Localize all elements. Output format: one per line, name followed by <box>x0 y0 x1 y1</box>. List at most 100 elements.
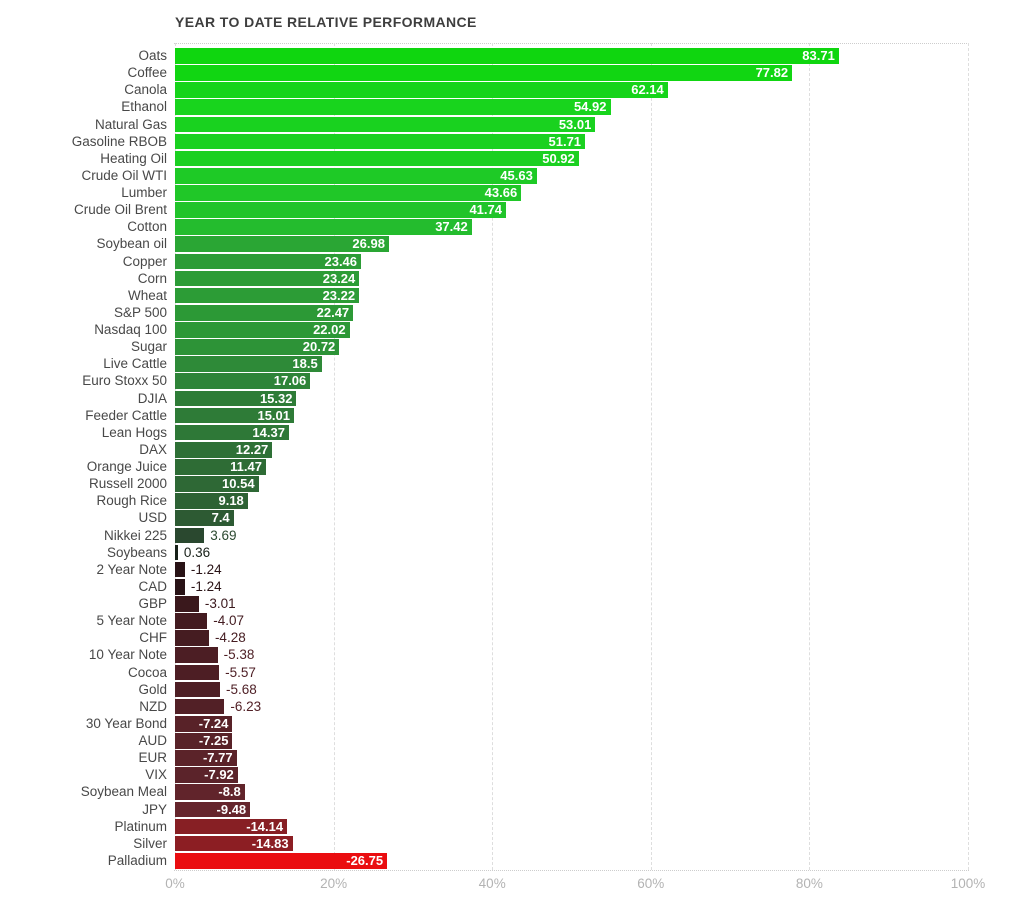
bar <box>175 527 205 544</box>
bar-value: -7.25 <box>198 733 229 748</box>
bar-value: -7.92 <box>204 767 234 783</box>
bar-value: 15.32 <box>259 390 293 406</box>
category-label: CHF <box>139 630 167 646</box>
chart-title: YEAR TO DATE RELATIVE PERFORMANCE <box>175 14 477 30</box>
x-axis-tick-label: 0% <box>165 876 185 891</box>
category-label: Cotton <box>127 219 167 235</box>
bar-value: 50.92 <box>542 150 575 166</box>
bar-value: 20.72 <box>302 339 336 355</box>
category-label: DAX <box>139 441 167 457</box>
category-label: Palladium <box>107 852 167 868</box>
bar: -7.25 <box>175 733 233 749</box>
category-label: NZD <box>139 698 167 714</box>
bar-value: -14.14 <box>246 818 284 834</box>
category-label: Rough Rice <box>96 493 167 509</box>
category-label: AUD <box>138 733 167 748</box>
bar <box>175 578 185 595</box>
gridline <box>650 43 652 870</box>
category-label: Orange Juice <box>86 459 167 474</box>
bar: -7.92 <box>175 767 238 783</box>
category-label: Crude Oil WTI <box>81 167 167 183</box>
bar-value: 22.47 <box>316 304 350 320</box>
plot-top-border <box>174 43 969 44</box>
bar-value: 41.74 <box>469 202 502 218</box>
x-axis-tick-label: 40% <box>478 876 506 891</box>
bar-value: 43.66 <box>484 185 518 200</box>
bar-value: -7.77 <box>202 750 233 766</box>
bar: 15.01 <box>175 407 295 424</box>
bar <box>175 664 220 681</box>
bar-value: -9.48 <box>216 801 247 817</box>
bar: 20.72 <box>175 339 340 355</box>
category-label: CAD <box>138 578 167 594</box>
category-label: Gasoline RBOB <box>71 133 167 149</box>
category-label: Lean Hogs <box>101 424 167 440</box>
bar-value: 51.71 <box>548 133 582 149</box>
category-label: Nikkei 225 <box>103 527 167 543</box>
bar-value: 17.06 <box>273 373 307 389</box>
bar <box>175 596 199 612</box>
bar-value: 54.92 <box>573 99 607 115</box>
bar-value: 23.46 <box>324 253 358 269</box>
bar: 14.37 <box>175 424 289 441</box>
bar-value: 23.24 <box>322 270 356 286</box>
bar: 41.74 <box>175 202 506 218</box>
bar: -7.77 <box>175 750 237 766</box>
category-label: 5 Year Note <box>96 613 167 629</box>
bar: 23.22 <box>175 287 360 304</box>
bar <box>175 681 221 698</box>
bar-value: 83.71 <box>802 48 835 63</box>
bar <box>175 561 185 578</box>
category-label: 2 Year Note <box>96 561 167 577</box>
bar-value: -4.28 <box>214 630 246 646</box>
bar: 43.66 <box>175 185 522 201</box>
bar-value: 45.63 <box>500 167 533 183</box>
plot-bottom-border <box>174 870 969 871</box>
bar: 53.01 <box>175 116 596 133</box>
category-label: VIX <box>145 767 167 783</box>
category-label: Lumber <box>121 185 167 200</box>
bar: -14.83 <box>175 835 293 852</box>
bar-value: -5.38 <box>223 647 255 663</box>
category-label: Coffee <box>127 65 167 81</box>
bar: 17.06 <box>175 373 311 389</box>
bar: 83.71 <box>175 48 839 64</box>
bar-value: 53.01 <box>558 116 592 132</box>
bar-value: 26.98 <box>352 236 385 252</box>
bar-value: 22.02 <box>313 322 346 337</box>
bar-value: 3.69 <box>210 527 237 543</box>
x-axis-tick-label: 60% <box>637 876 665 891</box>
bar-value: -6.23 <box>230 698 262 714</box>
category-label: Euro Stoxx 50 <box>82 373 167 389</box>
category-label: Nasdaq 100 <box>94 322 167 337</box>
bar-value: 9.18 <box>218 493 244 509</box>
bar: 50.92 <box>175 150 579 167</box>
category-label: Gold <box>138 681 167 697</box>
bar: -26.75 <box>175 852 388 869</box>
bar <box>175 647 218 663</box>
bar-value: 37.42 <box>435 219 468 235</box>
bar: 23.46 <box>175 253 362 270</box>
bar: 11.47 <box>175 459 266 475</box>
category-label: Live Cattle <box>103 356 167 372</box>
category-label: S&P 500 <box>113 304 167 320</box>
category-label: Corn <box>137 270 167 286</box>
bar: -8.8 <box>175 784 245 800</box>
bar <box>175 544 178 561</box>
bar: -14.14 <box>175 818 288 835</box>
bar <box>175 630 209 646</box>
bar-value: 62.14 <box>631 82 664 98</box>
bar-value: 18.5 <box>292 356 318 372</box>
category-label: 10 Year Note <box>88 647 167 663</box>
x-axis-tick-label: 80% <box>795 876 823 891</box>
bar-value: 23.22 <box>322 287 356 303</box>
bar-value: 7.4 <box>211 510 230 526</box>
category-label: Silver <box>133 835 167 851</box>
bar: 9.18 <box>175 493 248 509</box>
category-label: Oats <box>138 48 167 63</box>
category-label: Natural Gas <box>94 116 167 132</box>
bar: 22.47 <box>175 304 354 321</box>
bar-value: -5.68 <box>226 681 257 697</box>
category-label: GBP <box>138 596 167 611</box>
